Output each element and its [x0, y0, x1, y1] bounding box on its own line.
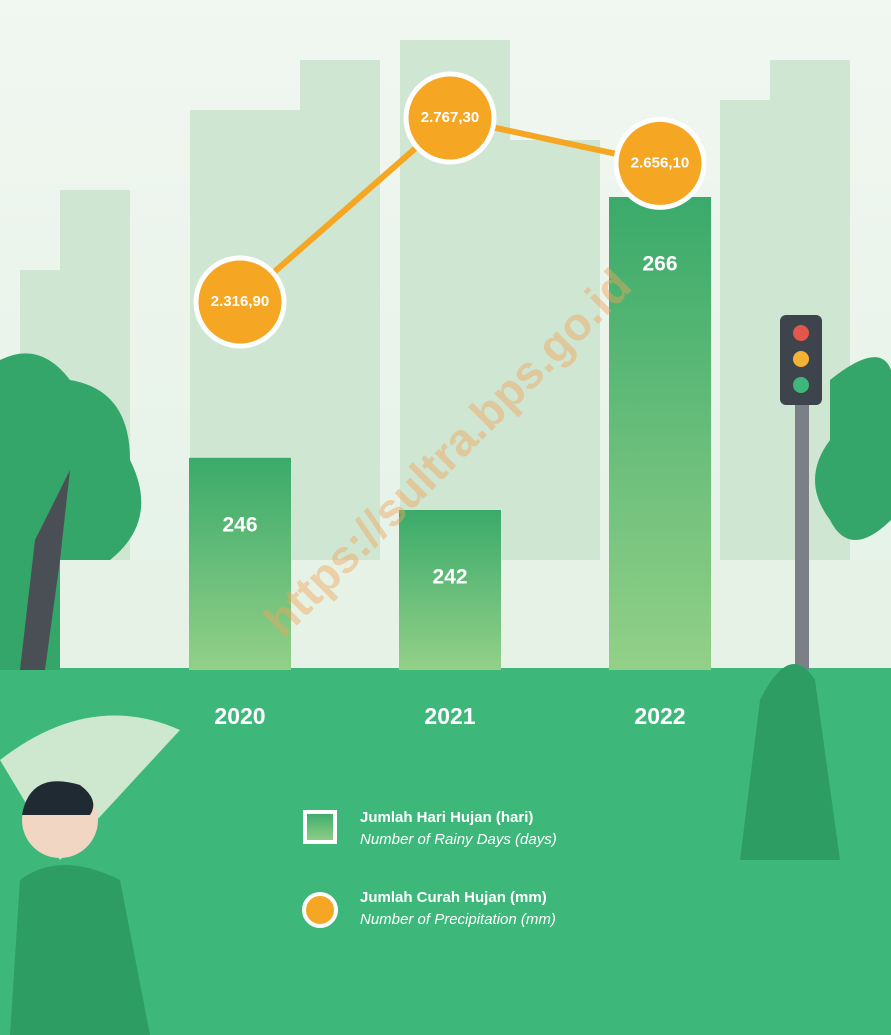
legend-translation: Number of Precipitation (mm): [360, 911, 556, 928]
bar-value-label: 242: [432, 566, 467, 589]
legend-line-swatch: [302, 892, 338, 928]
bar-value-label: 246: [222, 513, 257, 536]
person-left: [10, 865, 150, 1035]
tree-trunk: [20, 470, 70, 670]
line-value-label: 2.316,90: [211, 293, 269, 310]
light-red: [793, 325, 809, 341]
legend-bar-swatch: [303, 810, 337, 844]
tree-right: [815, 357, 891, 540]
line-point: [613, 116, 707, 210]
person-hair: [22, 781, 94, 815]
x-tick-label: 2020: [214, 703, 265, 729]
line-point: [403, 71, 497, 165]
legend: Jumlah Hari Hujan (hari) Number of Rainy…: [302, 809, 557, 928]
light-yellow: [793, 351, 809, 367]
line-value-label: 2.656,10: [631, 154, 689, 171]
traffic-pole: [795, 400, 809, 670]
person-right: [740, 664, 840, 860]
bar: [399, 510, 501, 670]
bar-value-label: 266: [642, 253, 677, 276]
bar: [189, 457, 291, 670]
chart: 246 242 266 2.316,90 2.767,30 2.656,10 2020 202…: [189, 71, 711, 729]
x-tick-label: 2021: [424, 703, 475, 729]
line-value-label: 2.767,30: [421, 109, 479, 126]
legend-label: Jumlah Hari Hujan (hari): [360, 809, 533, 826]
legend-label: Jumlah Curah Hujan (mm): [360, 889, 547, 906]
light-green: [793, 377, 809, 393]
line-point: [193, 255, 287, 349]
x-tick-label: 2022: [634, 703, 685, 729]
legend-translation: Number of Rainy Days (days): [360, 831, 557, 848]
bar: [609, 197, 711, 670]
